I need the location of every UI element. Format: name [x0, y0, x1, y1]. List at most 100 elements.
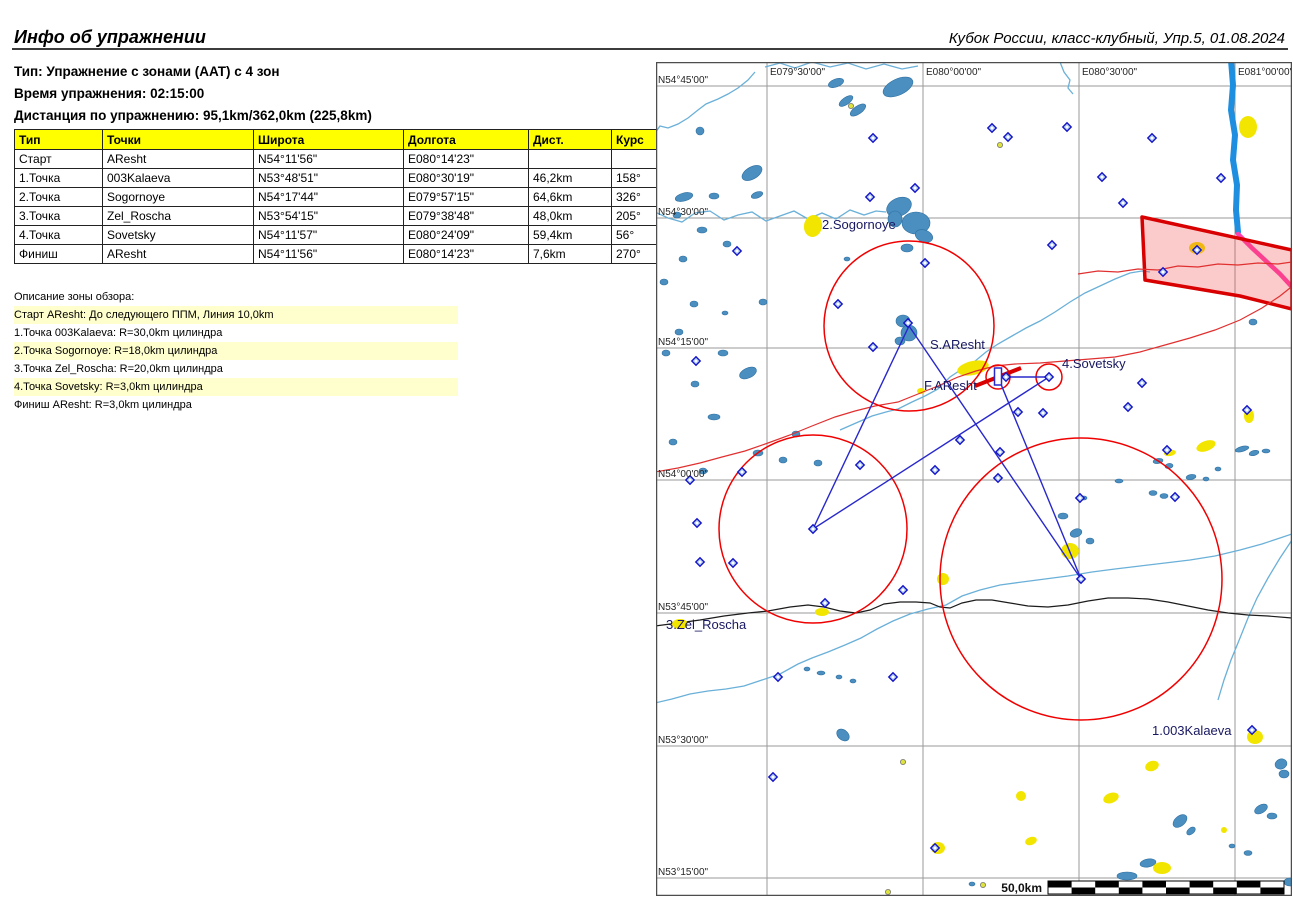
- table-cell: Финиш: [14, 244, 103, 264]
- waypoint-label: 2.Sogornoye: [822, 217, 896, 232]
- lake: [696, 226, 708, 234]
- lake: [717, 349, 729, 357]
- zone-line: 3.Точка Zel_Roscha: R=20,0km цилиндра: [14, 363, 223, 375]
- lake: [1185, 474, 1197, 480]
- waypoint-diamond-center: [923, 261, 927, 265]
- field-patch: [1016, 791, 1026, 801]
- table-cell: E080°24'09": [403, 225, 529, 245]
- lake: [816, 670, 826, 676]
- waypoint-diamond-center: [913, 186, 917, 190]
- lake: [695, 126, 705, 136]
- waypoint-diamond-center: [906, 321, 910, 325]
- table-row: 1.Точка 003Kalaeva N53°48'51" E080°30'19" 46…: [14, 168, 689, 188]
- lake: [739, 366, 757, 380]
- lake: [1186, 826, 1196, 836]
- waypoint-diamond-center: [1161, 270, 1165, 274]
- zone-circle: [939, 437, 1223, 721]
- waypoint-label: S.AResht: [930, 337, 985, 352]
- grid-label-lon: E080°00'00": [926, 67, 982, 78]
- table-cell: 003Kalaeva: [102, 168, 254, 188]
- lake: [828, 78, 844, 88]
- table-cell: N53°54'15": [253, 206, 404, 226]
- table-cell: E079°57'15": [403, 187, 529, 207]
- lake: [750, 191, 764, 199]
- table-cell: AResht: [102, 149, 254, 169]
- waypoint-diamond-center: [735, 249, 739, 253]
- lake: [835, 674, 843, 680]
- grid-label-lat: N53°30'00": [658, 735, 708, 746]
- waypoint-label: F.AResht: [924, 378, 977, 393]
- waypoint-diamond-center: [1195, 248, 1199, 252]
- waypoint-diamond-center: [1100, 175, 1104, 179]
- lake: [1202, 476, 1210, 482]
- field-patch: [672, 619, 688, 629]
- table-cell: E080°14'23": [403, 244, 529, 264]
- lake: [1234, 445, 1250, 453]
- scale-bar-segment: [1095, 881, 1119, 888]
- lake: [1069, 528, 1083, 538]
- field-patch: [1103, 792, 1119, 804]
- grid-label-lat: N53°15'00": [658, 867, 708, 878]
- lake: [1057, 512, 1069, 520]
- scale-bar-segment: [1048, 881, 1072, 888]
- lake: [674, 192, 694, 202]
- waypoint-table-head: Тип Точки Широта Долгота Дист. Курс: [14, 129, 689, 150]
- table-cell: N53°48'51": [253, 168, 404, 188]
- table-cell: 2.Точка: [14, 187, 103, 207]
- scale-bar-segment: [1118, 887, 1143, 894]
- table-cell: [528, 149, 612, 169]
- lake: [1274, 758, 1288, 770]
- scale-label: 50,0km: [1001, 881, 1042, 895]
- river: [764, 61, 919, 70]
- lake: [1254, 803, 1268, 815]
- map-svg: 50,0km N54°45'00" N54°30'00" N54°15'00" N54°…: [654, 57, 1293, 897]
- lake: [708, 192, 720, 200]
- lake: [1278, 769, 1290, 779]
- lake: [813, 459, 823, 467]
- waypoint-diamond-center: [836, 302, 840, 306]
- river: [1217, 539, 1293, 701]
- lake: [882, 76, 914, 98]
- waypoint-diamond-center: [740, 470, 744, 474]
- scale-bar-segment: [1142, 881, 1166, 888]
- table-row: 3.Точка Zel_Roscha N53°54'15" E079°38'48" 48…: [14, 206, 689, 226]
- table-header-cell: Дист.: [528, 129, 612, 150]
- waypoint-label: 3.Zel_Roscha: [666, 617, 747, 632]
- waypoint-diamond-center: [698, 560, 702, 564]
- grid-label-lat: N54°30'00": [658, 207, 708, 218]
- task-type-line: Тип: Упражнение с зонами (AAT) с 4 зон: [14, 64, 280, 79]
- lake: [849, 678, 857, 684]
- lake: [1139, 858, 1157, 868]
- airspace-line: [1077, 261, 1293, 275]
- waypoint-diamond-center: [731, 561, 735, 565]
- waypoint-diamond-center: [1245, 408, 1249, 412]
- waypoint-diamond-center: [811, 527, 815, 531]
- waypoint-diamond-center: [868, 195, 872, 199]
- zones-title: Описание зоны обзора:: [14, 291, 135, 303]
- grid-label-lat: N54°45'00": [658, 75, 708, 86]
- field-patch: [1145, 760, 1159, 772]
- table-cell: 1.Точка: [14, 168, 103, 188]
- lake: [721, 310, 729, 316]
- waypoint-diamond-center: [958, 438, 962, 442]
- scale-bar-segment: [1213, 887, 1237, 894]
- waypoint-diamond-center: [871, 345, 875, 349]
- waypoint-diamond-center: [1173, 495, 1177, 499]
- lake: [1148, 490, 1158, 496]
- competition-title: Кубок России, класс-клубный, Упр.5, 01.0…: [948, 30, 1285, 47]
- lake: [689, 300, 699, 308]
- field-patch: [1239, 116, 1257, 138]
- lake: [1243, 850, 1253, 856]
- zone-descriptions: Описание зоны обзора: Старт AResht: До с…: [14, 291, 458, 414]
- waypoint-diamond-center: [688, 478, 692, 482]
- waypoint-diamond-center: [1126, 405, 1130, 409]
- zone-line: 2.Точка Sogornoye: R=18,0km цилиндра: [14, 342, 458, 360]
- waypoint-diamond-center: [998, 450, 1002, 454]
- waypoint-diamond-center: [823, 601, 827, 605]
- waypoint-table-body: Старт AResht N54°11'56" E080°14'23" 1.Точка 0…: [14, 149, 689, 264]
- lake: [836, 728, 850, 742]
- magenta-line: [1235, 231, 1293, 290]
- lake: [698, 467, 708, 475]
- table-cell: 3.Точка: [14, 206, 103, 226]
- scale-bar-segment: [1260, 887, 1284, 894]
